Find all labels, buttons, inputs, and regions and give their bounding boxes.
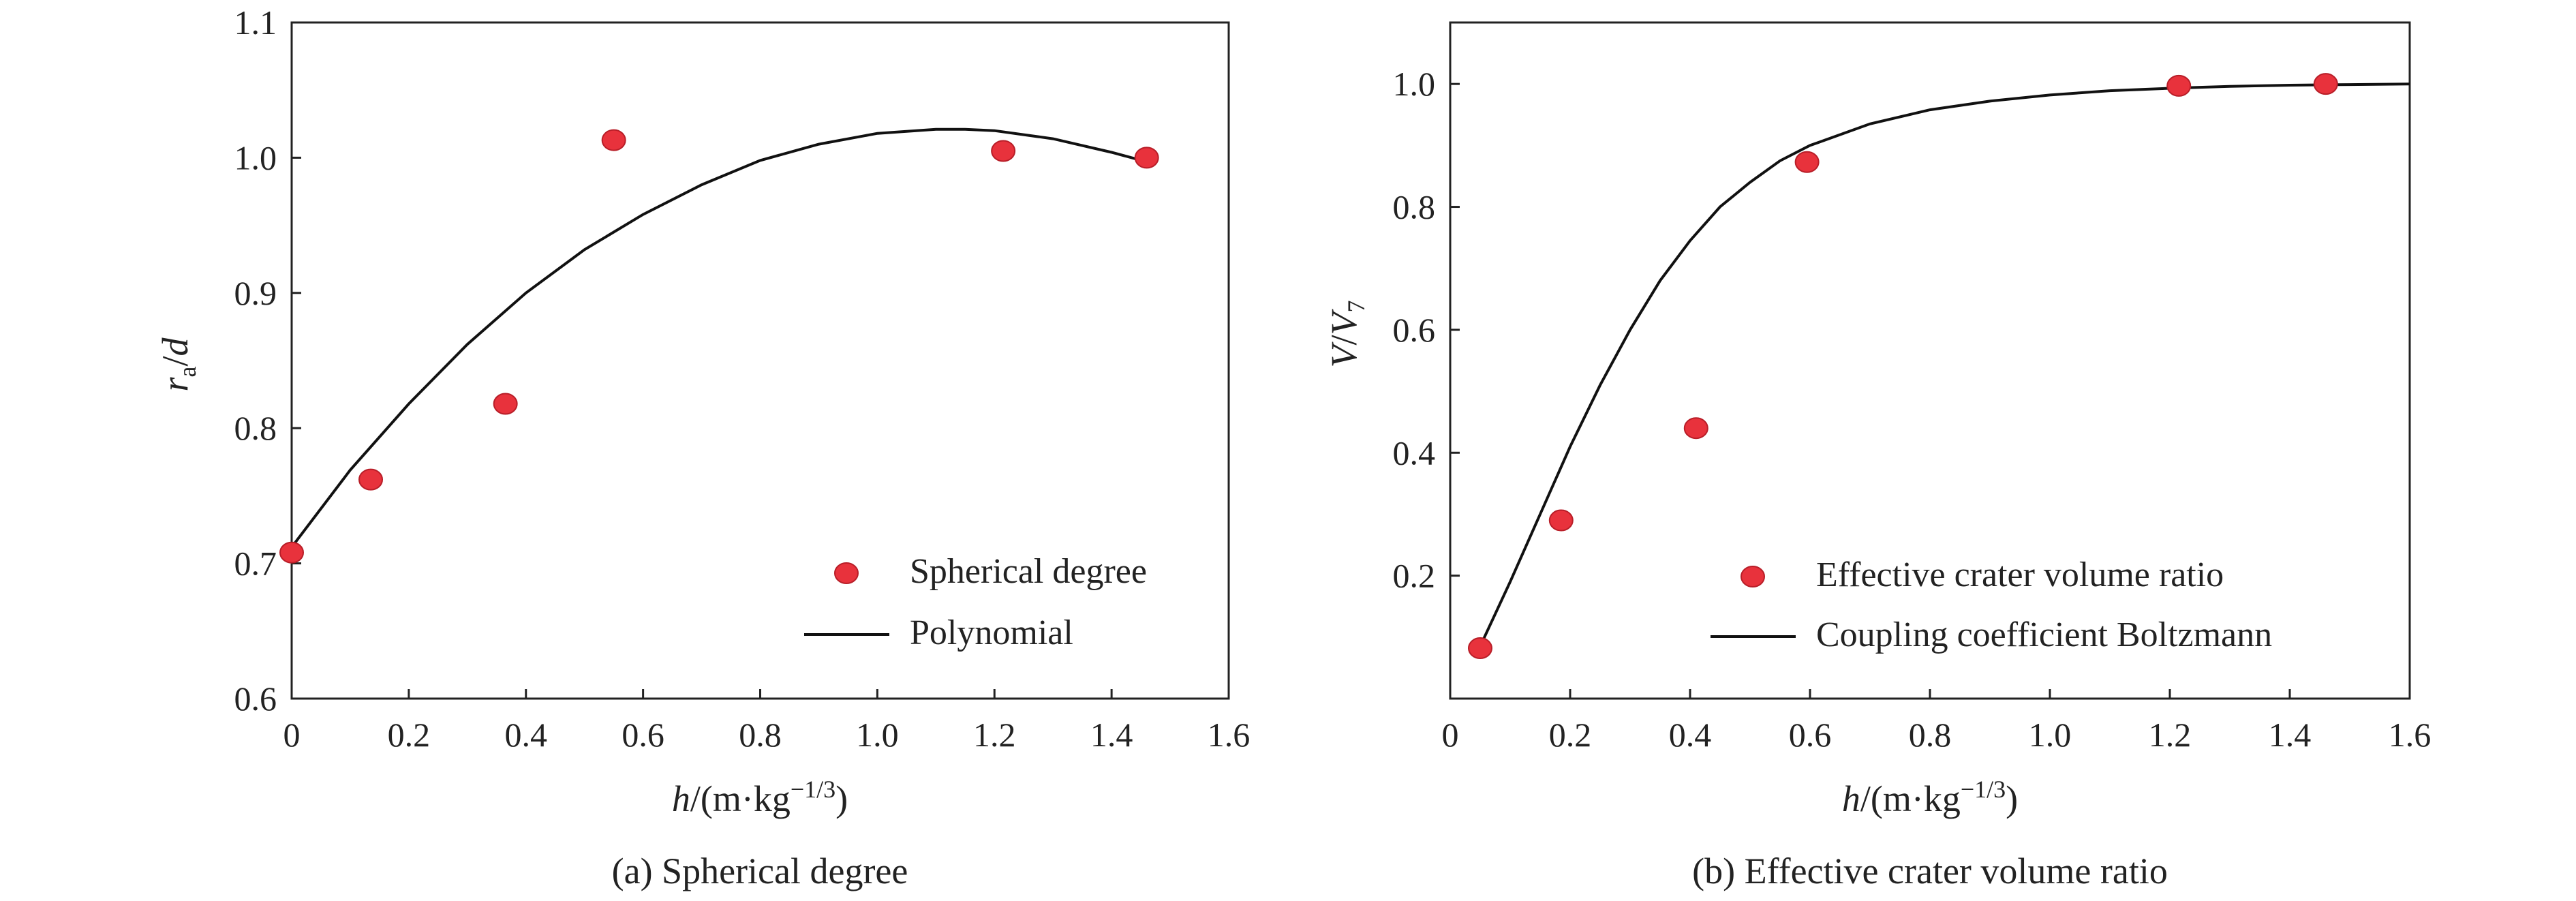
- data-point: [1134, 147, 1159, 169]
- data-point: [1468, 637, 1492, 660]
- fit-line: [290, 127, 1148, 549]
- data-point: [1548, 509, 1574, 532]
- x-tick-label: 1.6: [1208, 716, 1251, 754]
- panel-spherical-degree: 0 0.2 0.4 0.6 0.8 1.0 1.2 1.4 1.6 0.6 0.7 0.8 0.9 1.0…: [155, 3, 1250, 891]
- legend-label: Effective crater volume ratio: [1816, 555, 2224, 594]
- y-axis-label: ra/d: [155, 337, 201, 391]
- series-lines: [290, 127, 1148, 549]
- y-tick-label: 0.6: [234, 679, 277, 718]
- axis-ticks: 0 0.2 0.4 0.6 0.8 1.0 1.2 1.4 1.6 0.6 0.7 0.8 0.9 1.0…: [234, 3, 1251, 754]
- x-tick-label: 1.2: [973, 716, 1016, 754]
- caption-b: (b) Effective crater volume ratio: [1692, 851, 2168, 891]
- data-point: [358, 468, 384, 491]
- series-lines: [1479, 82, 2410, 647]
- x-tick-label: 0: [283, 716, 301, 754]
- x-axis-label: h/(m·kg−1/3): [1842, 776, 2018, 819]
- x-tick-label: 1.4: [1090, 716, 1133, 754]
- legend: Spherical degree Polynomial: [804, 552, 1147, 652]
- data-point: [991, 140, 1016, 162]
- legend-marker-swatch: [834, 562, 859, 584]
- y-tick-label: 0.2: [1393, 557, 1436, 595]
- x-tick-label: 0.8: [739, 716, 782, 754]
- x-tick-label: 0.2: [1549, 716, 1592, 754]
- x-tick-label: 1.4: [2269, 716, 2312, 754]
- y-tick-label: 0.8: [1393, 188, 1436, 226]
- y-tick-label: 0.7: [234, 545, 277, 583]
- panel-crater-volume-ratio: 0 0.2 0.4 0.6 0.8 1.0 1.2 1.4 1.6 0.2 0.4 0.6 0.8 1.0…: [1323, 21, 2432, 891]
- y-axis-label: V/V7: [1323, 300, 1370, 367]
- data-point: [493, 393, 518, 415]
- y-tick-label: 1.0: [1393, 65, 1436, 103]
- plot-frame: [290, 21, 1230, 700]
- legend-marker-swatch: [1741, 566, 1765, 587]
- y-tick-label: 0.6: [1393, 311, 1436, 349]
- data-point: [2313, 73, 2338, 95]
- y-tick-label: 0.9: [234, 274, 277, 312]
- x-tick-label: 0.4: [1669, 716, 1712, 754]
- fit-line: [1479, 82, 2410, 647]
- x-tick-label: 0.6: [622, 716, 664, 754]
- legend: Effective crater volume ratio Coupling co…: [1711, 555, 2272, 654]
- x-tick-label: 0.8: [1909, 716, 1952, 754]
- x-tick-label: 0: [1442, 716, 1459, 754]
- data-point: [279, 541, 304, 564]
- x-tick-label: 1.2: [2149, 716, 2192, 754]
- plot-frame: [1449, 21, 2411, 700]
- legend-label: Polynomial: [910, 613, 1073, 652]
- x-tick-label: 0.2: [388, 716, 431, 754]
- axis-ticks: 0 0.2 0.4 0.6 0.8 1.0 1.2 1.4 1.6 0.2 0.4 0.6 0.8 1.0: [1393, 65, 2432, 754]
- y-tick-label: 0.4: [1393, 433, 1436, 472]
- data-point: [601, 129, 626, 151]
- y-tick-label: 1.0: [234, 138, 277, 177]
- data-point: [1794, 151, 1820, 173]
- data-point: [1683, 417, 1708, 440]
- x-axis-label: h/(m·kg−1/3): [672, 776, 848, 819]
- x-tick-label: 1.0: [2029, 716, 2072, 754]
- x-tick-label: 0.6: [1789, 716, 1832, 754]
- legend-label: Coupling coefficient Boltzmann: [1816, 615, 2272, 654]
- series-points: [279, 129, 1159, 564]
- caption-a: (a) Spherical degree: [612, 851, 908, 891]
- y-tick-label: 1.1: [234, 3, 277, 42]
- x-tick-label: 0.4: [505, 716, 548, 754]
- x-tick-label: 1.0: [856, 716, 899, 754]
- data-point: [2166, 74, 2192, 97]
- x-tick-label: 1.6: [2389, 716, 2432, 754]
- legend-label: Spherical degree: [910, 552, 1147, 591]
- series-points: [1468, 73, 2338, 660]
- y-tick-label: 0.8: [234, 409, 277, 447]
